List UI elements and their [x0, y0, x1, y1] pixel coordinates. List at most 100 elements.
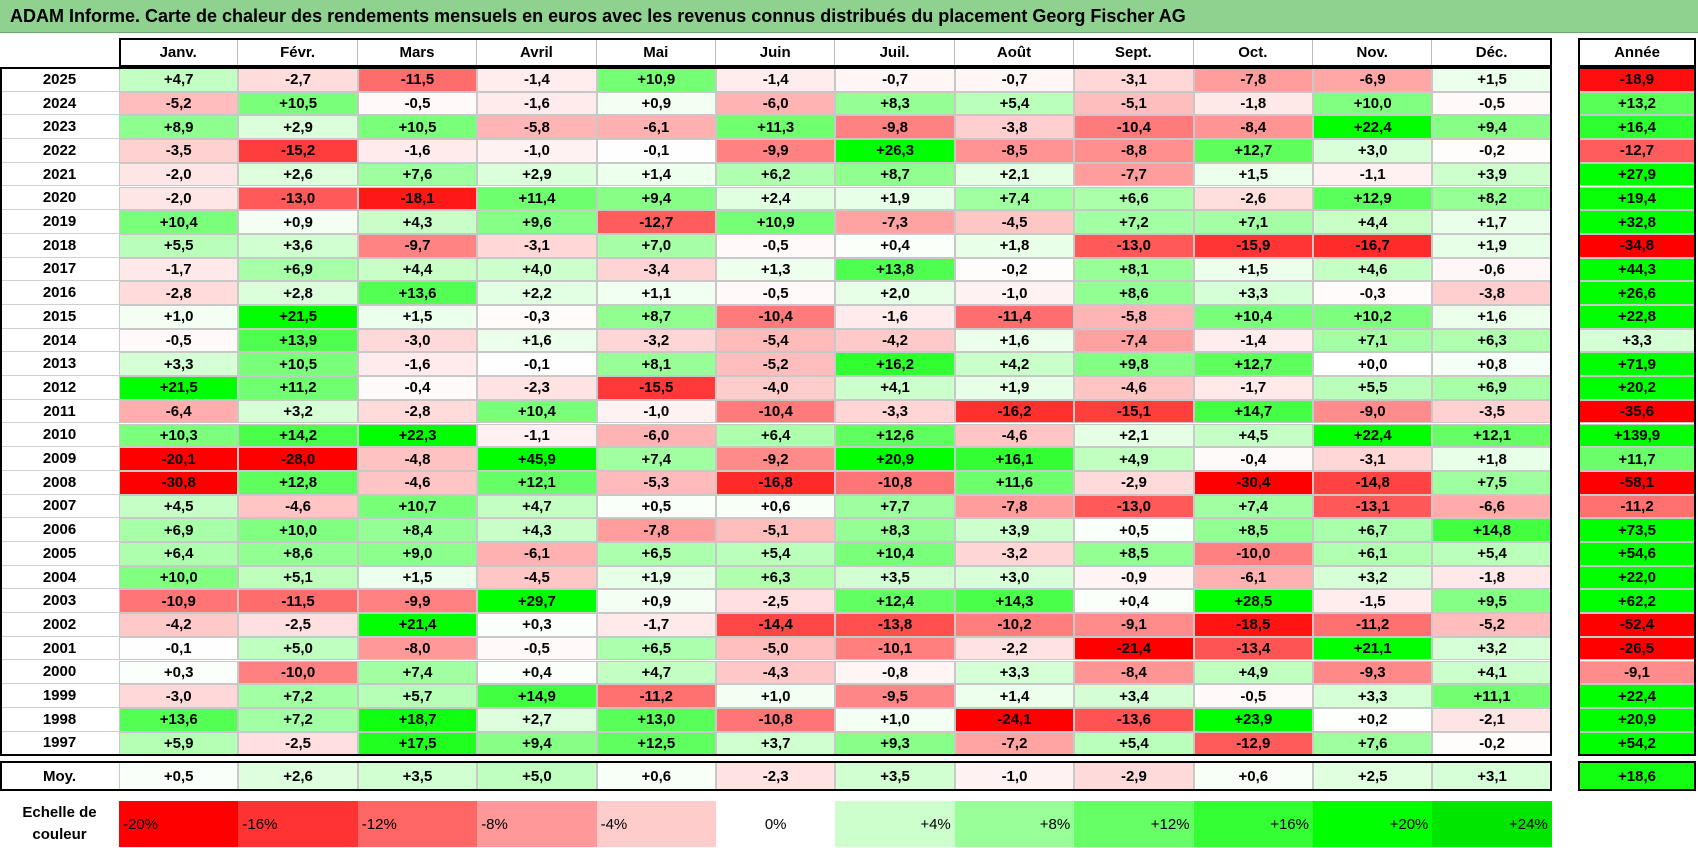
heatmap-cell: -15,2 — [238, 139, 358, 163]
heatmap-cell: +12,4 — [835, 589, 955, 614]
heatmap-cell: -9,9 — [357, 589, 478, 614]
heatmap-cell: -13,8 — [835, 613, 955, 637]
heatmap-cell: +14,7 — [1193, 399, 1313, 424]
year-label: 1998 — [0, 707, 119, 732]
heatmap-cell: -15,5 — [596, 376, 716, 400]
year-label: 2004 — [0, 565, 119, 590]
heatmap-cell: +22,4 — [1313, 423, 1433, 448]
heatmap-cell: -3,4 — [596, 257, 716, 282]
heatmap-cell: +22,3 — [357, 423, 478, 448]
heatmap-cell: +3,0 — [954, 565, 1075, 590]
heatmap-cell: +12,6 — [835, 423, 955, 448]
heatmap-cell: +23,9 — [1193, 707, 1313, 732]
heatmap-cell: +6,5 — [596, 636, 716, 661]
heatmap-cell: +4,9 — [1074, 447, 1194, 471]
heatmap-cell: -1,5 — [1313, 589, 1433, 614]
heatmap-cell: +13,6 — [357, 281, 478, 305]
year-total-cell: +22,8 — [1578, 305, 1696, 329]
heatmap-cell: +0,9 — [596, 91, 716, 116]
heatmap-cell: -2,3 — [477, 376, 597, 400]
heatmap-cell: -11,2 — [596, 684, 716, 708]
heatmap-cell: -8,4 — [1074, 660, 1194, 685]
heatmap-cell: +6,3 — [1432, 328, 1552, 353]
heatmap-cell: +1,6 — [954, 328, 1075, 353]
heatmap-cell: -10,8 — [835, 470, 955, 495]
heatmap-cell: -4,6 — [954, 423, 1075, 448]
year-total-cell: +3,3 — [1578, 328, 1696, 353]
color-scale-step: +8% — [954, 801, 1075, 847]
heatmap-cell: +7,0 — [596, 233, 716, 258]
heatmap-cell: +13,8 — [835, 257, 955, 282]
year-label: 2007 — [0, 494, 119, 519]
heatmap-cell: -5,2 — [119, 91, 239, 116]
heatmap-cell: +6,9 — [238, 257, 358, 282]
heatmap-cell: -3,5 — [119, 139, 239, 163]
heatmap-cell: -9,5 — [835, 684, 955, 708]
heatmap-cell: +7,4 — [357, 660, 478, 685]
heatmap-cell: +18,7 — [357, 707, 478, 732]
heatmap-cell: +10,9 — [716, 210, 836, 234]
heatmap-cell: +6,4 — [119, 542, 239, 566]
heatmap-cell: +0,0 — [1313, 352, 1433, 377]
year-total-cell: -26,5 — [1578, 636, 1696, 661]
heatmap-cell: -3,0 — [119, 684, 239, 708]
heatmap-cell: +10,5 — [238, 352, 358, 377]
heatmap-cell: +4,2 — [954, 352, 1075, 377]
year-total-cell: -52,4 — [1578, 613, 1696, 637]
heatmap-cell: +2,0 — [835, 281, 955, 305]
heatmap-cell: -0,4 — [1193, 447, 1313, 471]
heatmap-cell: -18,1 — [357, 186, 478, 211]
heatmap-cell: +4,4 — [1313, 210, 1433, 234]
heatmap-cell: +2,9 — [238, 115, 358, 140]
heatmap-cell: +14,8 — [1432, 518, 1552, 542]
heatmap-cell: +6,1 — [1313, 542, 1433, 566]
heatmap-cell: -11,2 — [1313, 613, 1433, 637]
year-total-cell: +139,9 — [1578, 423, 1696, 448]
heatmap-cell: +1,5 — [1193, 162, 1313, 187]
heatmap-cell: -6,0 — [716, 91, 836, 116]
heatmap-cell: -6,1 — [1193, 565, 1313, 590]
average-label: Moy. — [0, 762, 119, 790]
color-scale-step: +4% — [835, 801, 955, 847]
heatmap-cell: -2,1 — [1432, 707, 1552, 732]
heatmap-cell: -20,1 — [119, 447, 239, 471]
heatmap-cell: -16,2 — [954, 399, 1075, 424]
heatmap-cell: +13,0 — [596, 707, 716, 732]
title-bar: ADAM Informe. Carte de chaleur des rende… — [0, 0, 1698, 33]
year-label: 1999 — [0, 684, 119, 708]
heatmap-cell: +3,2 — [238, 399, 358, 424]
average-cell: -2,9 — [1074, 762, 1194, 790]
heatmap-cell: +10,3 — [119, 423, 239, 448]
heatmap-cell: +8,1 — [1074, 257, 1194, 282]
heatmap-cell: +8,2 — [1432, 186, 1552, 211]
heatmap-cell: +11,4 — [477, 186, 597, 211]
year-total-cell: +11,7 — [1578, 447, 1696, 471]
heatmap-cell: +4,9 — [1193, 660, 1313, 685]
heatmap-cell: +45,9 — [477, 447, 597, 471]
heatmap-cell: +1,9 — [1432, 233, 1552, 258]
color-scale-step: -4% — [596, 801, 716, 847]
year-total-cell: +13,2 — [1578, 91, 1696, 116]
year-label: 2012 — [0, 376, 119, 400]
heatmap-cell: +12,7 — [1193, 352, 1313, 377]
heatmap-cell: -2,9 — [1074, 470, 1194, 495]
heatmap-cell: -0,2 — [1432, 731, 1552, 756]
heatmap-cell: +0,8 — [1432, 352, 1552, 377]
heatmap-cell: +21,5 — [238, 305, 358, 329]
color-scale-step: -20% — [119, 801, 239, 847]
heatmap-cell: -1,4 — [1193, 328, 1313, 353]
heatmap-cell: -8,4 — [1193, 115, 1313, 140]
heatmap-cell: -1,7 — [119, 257, 239, 282]
heatmap-cell: -2,5 — [238, 731, 358, 756]
heatmap-cell: +6,2 — [716, 162, 836, 187]
heatmap-cell: +0,5 — [596, 494, 716, 519]
heatmap-cell: +3,2 — [1432, 636, 1552, 661]
heatmap-cell: +3,2 — [1313, 565, 1433, 590]
heatmap-cell: +1,9 — [835, 186, 955, 211]
heatmap-cell: -5,8 — [477, 115, 597, 140]
heatmap-cell: +6,5 — [596, 542, 716, 566]
color-scale-step: 0% — [716, 801, 836, 847]
heatmap-cell: -10,2 — [954, 613, 1075, 637]
heatmap-cell: +10,5 — [357, 115, 478, 140]
month-header: Juil. — [835, 39, 955, 66]
